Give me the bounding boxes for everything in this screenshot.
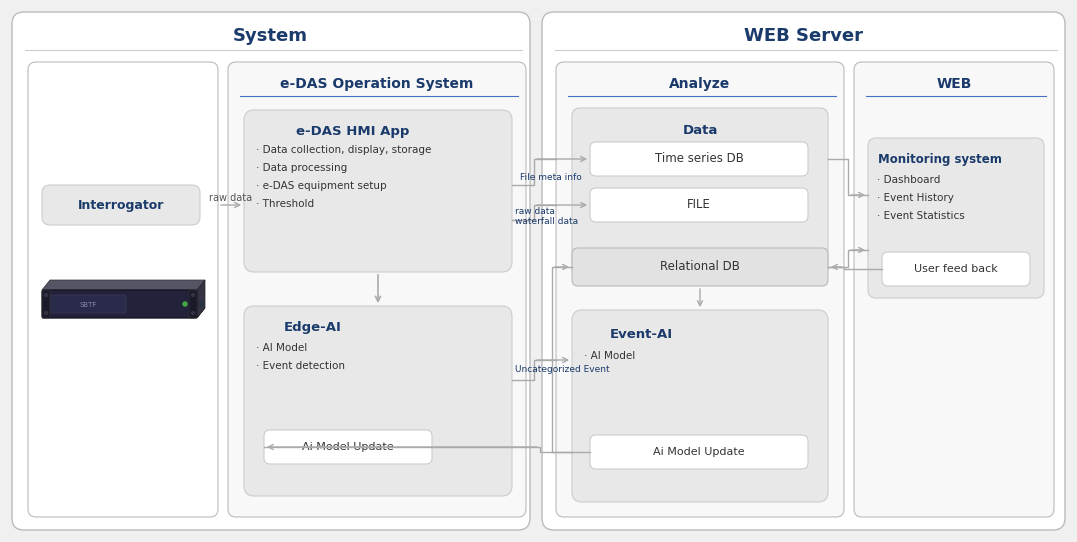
Text: FILE: FILE (687, 198, 711, 211)
Circle shape (199, 302, 202, 306)
Text: · Threshold: · Threshold (256, 199, 314, 209)
FancyBboxPatch shape (188, 290, 197, 318)
Text: Ai Model Update: Ai Model Update (303, 442, 394, 452)
Circle shape (192, 312, 195, 314)
FancyBboxPatch shape (244, 110, 512, 272)
FancyBboxPatch shape (28, 62, 218, 517)
Polygon shape (42, 280, 205, 290)
Circle shape (192, 294, 195, 296)
FancyBboxPatch shape (42, 185, 200, 225)
FancyBboxPatch shape (12, 12, 530, 530)
Text: · AI Model: · AI Model (584, 351, 635, 361)
FancyBboxPatch shape (590, 435, 808, 469)
FancyBboxPatch shape (556, 62, 844, 517)
FancyBboxPatch shape (244, 306, 512, 496)
FancyBboxPatch shape (882, 252, 1030, 286)
Text: e-DAS HMI App: e-DAS HMI App (296, 126, 409, 139)
Circle shape (183, 302, 187, 306)
Text: Monitoring system: Monitoring system (878, 153, 1002, 166)
Polygon shape (197, 280, 205, 318)
Text: · AI Model: · AI Model (256, 343, 307, 353)
Circle shape (44, 312, 47, 314)
FancyBboxPatch shape (572, 248, 828, 286)
FancyBboxPatch shape (228, 62, 526, 517)
Text: User feed back: User feed back (914, 264, 998, 274)
Text: Analyze: Analyze (670, 77, 730, 91)
Polygon shape (42, 308, 205, 318)
Text: Data: Data (683, 124, 717, 137)
Text: raw data: raw data (515, 208, 555, 216)
FancyBboxPatch shape (868, 138, 1044, 298)
FancyBboxPatch shape (264, 430, 432, 464)
Circle shape (191, 302, 195, 306)
Text: · Event Statistics: · Event Statistics (877, 211, 965, 221)
FancyBboxPatch shape (46, 295, 126, 313)
Text: · Event History: · Event History (877, 193, 954, 203)
Text: raw data: raw data (209, 193, 253, 203)
Text: SBTF: SBTF (80, 302, 97, 308)
Text: Time series DB: Time series DB (655, 152, 743, 165)
Text: · e-DAS equipment setup: · e-DAS equipment setup (256, 181, 387, 191)
Text: Uncategorized Event: Uncategorized Event (515, 365, 610, 375)
Text: Interrogator: Interrogator (78, 198, 164, 211)
Circle shape (44, 294, 47, 296)
Text: Ai Model Update: Ai Model Update (653, 447, 745, 457)
FancyBboxPatch shape (590, 142, 808, 176)
Text: e-DAS Operation System: e-DAS Operation System (280, 77, 474, 91)
Text: Edge-AI: Edge-AI (284, 321, 341, 334)
FancyBboxPatch shape (542, 12, 1065, 530)
Text: WEB Server: WEB Server (743, 27, 863, 45)
FancyBboxPatch shape (590, 188, 808, 222)
Text: · Event detection: · Event detection (256, 361, 345, 371)
FancyBboxPatch shape (572, 108, 828, 276)
FancyBboxPatch shape (42, 290, 197, 318)
FancyBboxPatch shape (572, 310, 828, 502)
Text: Event-AI: Event-AI (610, 327, 673, 340)
Text: System: System (233, 27, 308, 45)
Text: WEB: WEB (936, 77, 971, 91)
Text: · Dashboard: · Dashboard (877, 175, 940, 185)
FancyBboxPatch shape (854, 62, 1054, 517)
Text: · Data processing: · Data processing (256, 163, 347, 173)
Text: File meta info: File meta info (520, 172, 582, 182)
Text: Relational DB: Relational DB (660, 261, 740, 274)
Text: waterfall data: waterfall data (515, 216, 578, 225)
Text: · Data collection, display, storage: · Data collection, display, storage (256, 145, 432, 155)
FancyBboxPatch shape (42, 290, 50, 318)
